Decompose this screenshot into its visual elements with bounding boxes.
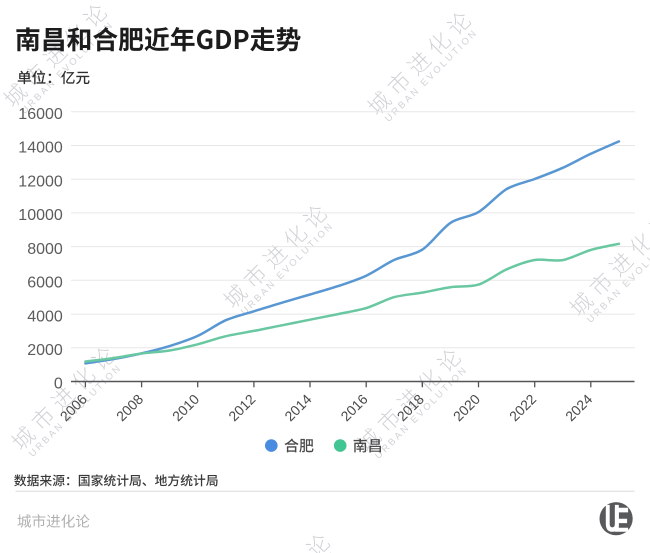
svg-text:4000: 4000 xyxy=(27,308,63,325)
svg-text:6000: 6000 xyxy=(27,275,63,292)
svg-text:12000: 12000 xyxy=(18,173,63,190)
svg-text:14000: 14000 xyxy=(18,140,63,157)
svg-text:16000: 16000 xyxy=(18,106,63,123)
svg-text:10000: 10000 xyxy=(18,207,63,224)
svg-text:2000: 2000 xyxy=(27,342,63,359)
svg-text:0: 0 xyxy=(54,376,63,393)
svg-text:8000: 8000 xyxy=(27,241,63,258)
